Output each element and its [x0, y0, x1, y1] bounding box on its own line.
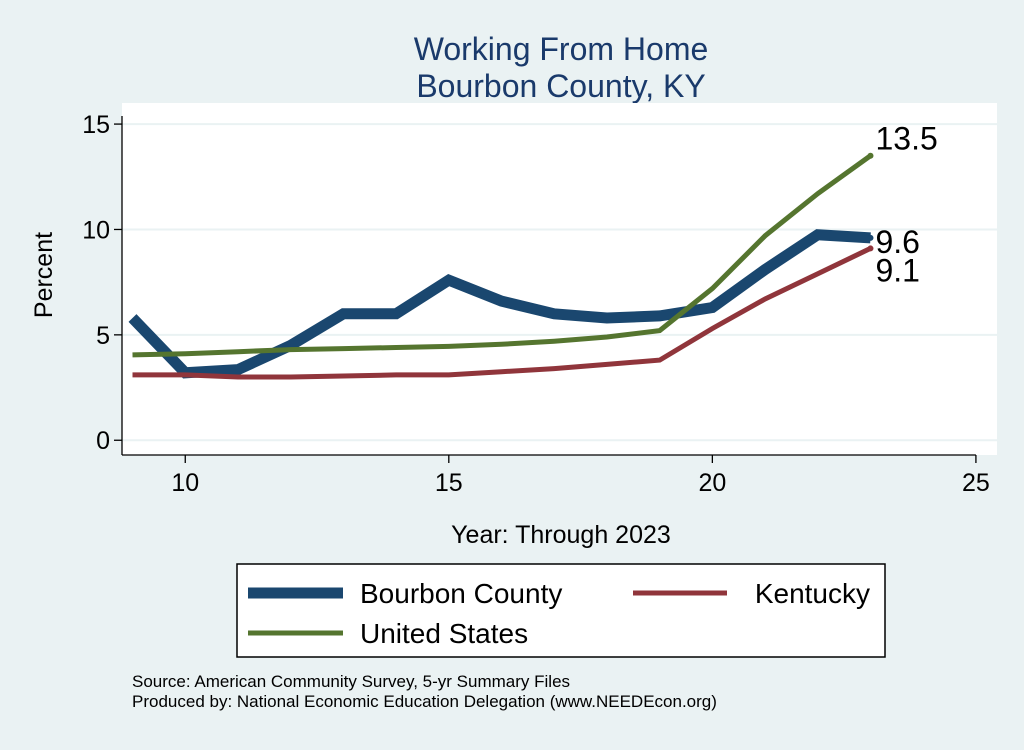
y-tick-label: 15: [82, 111, 110, 139]
source-note: Source: American Community Survey, 5-yr …: [132, 672, 717, 712]
end-marker-united-states: [867, 152, 874, 159]
series-line-bourbon-county: [128, 229, 871, 379]
x-tick-label: 20: [698, 469, 726, 497]
end-marker-kentucky: [867, 245, 874, 252]
end-labels: 9.69.1 13.5: [867, 121, 938, 288]
x-axis-label: Year: Through 2023: [451, 521, 671, 549]
y-axis-label: Percent: [30, 232, 58, 318]
axes: 0 5 10 15 10 15 20 25: [82, 111, 990, 497]
plot-area: [122, 103, 997, 455]
series-lines: [128, 153, 872, 380]
legend-label-united-states: United States: [360, 618, 528, 649]
source-line: Source: American Community Survey, 5-yr …: [132, 672, 571, 691]
end-label-bourbon-county: 9.6: [875, 224, 919, 260]
x-tick-label: 25: [962, 469, 990, 497]
chart-title: Working From Home: [414, 31, 709, 67]
legend-label-bourbon-county: Bourbon County: [360, 578, 562, 609]
gridlines: [122, 123, 997, 442]
end-label-united-states: 13.5: [875, 121, 937, 157]
legend-box: [236, 563, 886, 658]
y-tick-label: 10: [82, 216, 110, 244]
legend-label-kentucky: Kentucky: [755, 578, 870, 609]
y-tick-label: 0: [96, 427, 110, 455]
series-line-united-states: [132, 153, 872, 358]
produced-by-line: Produced by: National Economic Education…: [132, 692, 717, 711]
end-label-kentucky: 9.1: [875, 252, 919, 288]
legend: Bourbon County Kentucky United States: [236, 563, 886, 658]
end-marker-bourbon-county: [867, 234, 874, 241]
series-line-kentucky: [132, 246, 872, 380]
x-tick-label: 15: [435, 469, 463, 497]
chart-subtitle: Bourbon County, KY: [416, 68, 705, 104]
x-tick-label: 10: [171, 469, 199, 497]
y-tick-label: 5: [96, 322, 110, 350]
